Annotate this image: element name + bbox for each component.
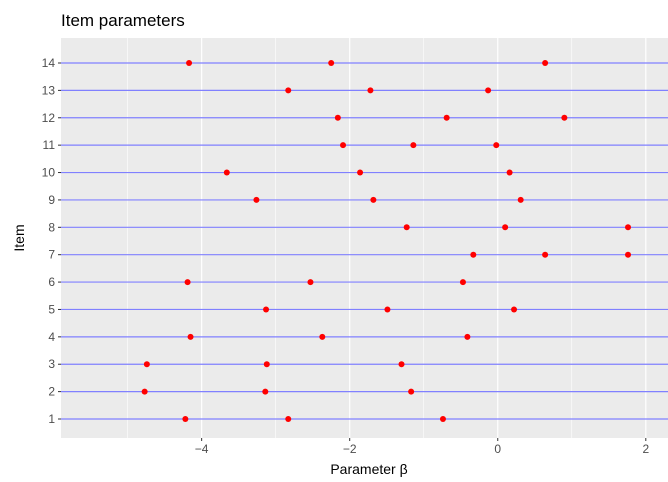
point-item-14-1 [186,60,193,66]
x-axis-ticks: −4 −2 0 2 [195,438,649,456]
point-item-7-1 [470,251,477,258]
point-item-10-3 [506,169,513,176]
data-points [141,60,632,422]
y-axis-title: Item [11,224,27,251]
point-item-12-1 [334,114,341,121]
point-item-8-2 [502,224,509,231]
point-item-12-3 [561,114,568,121]
point-item-14-3 [542,60,549,66]
x-tick-label: 2 [642,442,649,456]
point-item-5-1 [263,306,270,313]
point-item-5-2 [384,306,391,313]
point-item-13-2 [367,87,374,94]
point-item-9-1 [253,196,260,203]
point-item-1-3 [439,416,446,422]
point-item-7-3 [625,251,632,258]
point-item-11-3 [493,142,500,149]
point-item-6-3 [459,279,466,286]
y-tick-label: 12 [42,111,56,125]
point-item-4-2 [319,333,326,340]
minor-gridlines [127,38,573,438]
y-tick-label: 9 [48,193,55,207]
y-tick-label: 3 [48,357,55,371]
chart-title: Item parameters [61,11,185,30]
x-tick-label: −2 [343,442,357,456]
point-item-10-1 [223,169,230,176]
point-item-4-3 [464,333,471,340]
y-tick-label: 11 [43,138,56,152]
point-item-13-1 [285,87,292,94]
x-tick-label: −4 [195,442,209,456]
point-item-9-2 [370,196,377,203]
point-item-2-3 [408,388,415,395]
y-tick-label: 2 [48,385,55,399]
point-item-3-1 [143,361,150,368]
point-item-11-1 [340,142,347,149]
point-item-9-3 [517,196,524,203]
point-item-13-3 [485,87,492,94]
point-item-2-2 [262,388,269,395]
point-item-5-3 [511,306,518,313]
point-item-3-2 [263,361,270,368]
point-item-8-3 [625,224,632,231]
point-item-10-2 [357,169,364,176]
y-tick-label: 1 [48,412,55,426]
x-tick-label: 0 [494,442,501,456]
point-item-3-3 [398,361,405,368]
point-item-11-2 [410,142,417,149]
y-tick-label: 14 [42,56,56,70]
point-item-1-2 [285,416,292,422]
point-item-12-2 [443,114,450,121]
y-tick-label: 7 [48,248,55,262]
item-lines [61,62,668,420]
x-axis-title: Parameter β [330,461,407,477]
y-tick-label: 10 [42,166,56,180]
y-tick-label: 6 [48,275,55,289]
point-item-2-1 [141,388,148,395]
y-tick-label: 5 [48,302,55,316]
y-tick-label: 4 [48,330,55,344]
point-item-1-1 [182,416,189,422]
point-item-6-2 [307,279,314,286]
point-item-8-1 [403,224,410,231]
major-gridlines [201,38,647,438]
point-item-7-2 [542,251,549,258]
y-tick-label: 8 [48,220,55,234]
point-item-4-1 [187,333,194,340]
point-item-6-1 [184,279,191,286]
plot-panel [61,38,668,438]
point-item-14-2 [328,60,335,66]
y-tick-label: 13 [42,83,56,97]
